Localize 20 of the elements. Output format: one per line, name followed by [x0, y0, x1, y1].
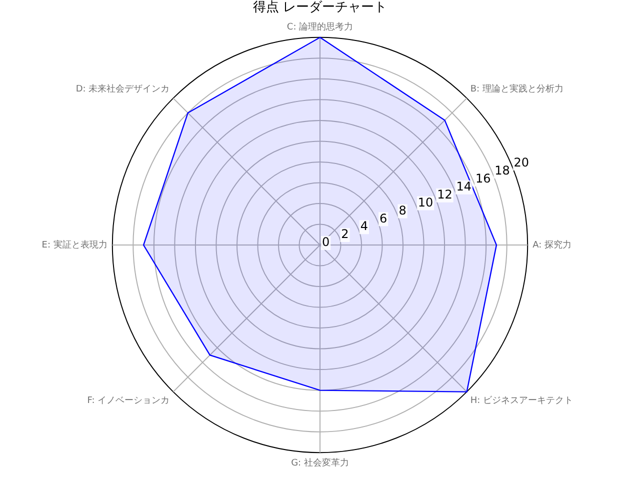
y-tick-label: 8: [398, 203, 406, 218]
y-tick-label: 10: [418, 195, 434, 210]
spoke-label: H: ビジネスアーキテクト: [470, 395, 574, 406]
spoke-label: E: 実証と表現力: [42, 239, 108, 250]
spoke-label: B: 理論と実践と分析力: [470, 84, 564, 95]
y-tick-label: 14: [456, 180, 472, 194]
spoke-label: C: 論理的思考力: [286, 21, 354, 32]
spoke-label: F: イノベーションカ: [87, 396, 170, 406]
spoke-label: D: 未来社会デザインカ: [76, 84, 170, 95]
y-tick-label: 16: [475, 172, 491, 186]
y-tick-label: 12: [437, 187, 452, 202]
y-tick-label: 4: [360, 219, 368, 234]
y-tick-label: 6: [380, 211, 388, 226]
spoke-label: G: 社会変革力: [291, 457, 349, 468]
y-tick-label: 18: [494, 164, 510, 178]
y-tick-label: 0: [322, 235, 330, 250]
spoke-label: A: 探究力: [532, 239, 572, 250]
y-tick-label: 2: [341, 227, 349, 242]
y-tick-label: 20: [514, 156, 530, 170]
chart-title: 得点 レーダーチャート: [252, 0, 388, 16]
